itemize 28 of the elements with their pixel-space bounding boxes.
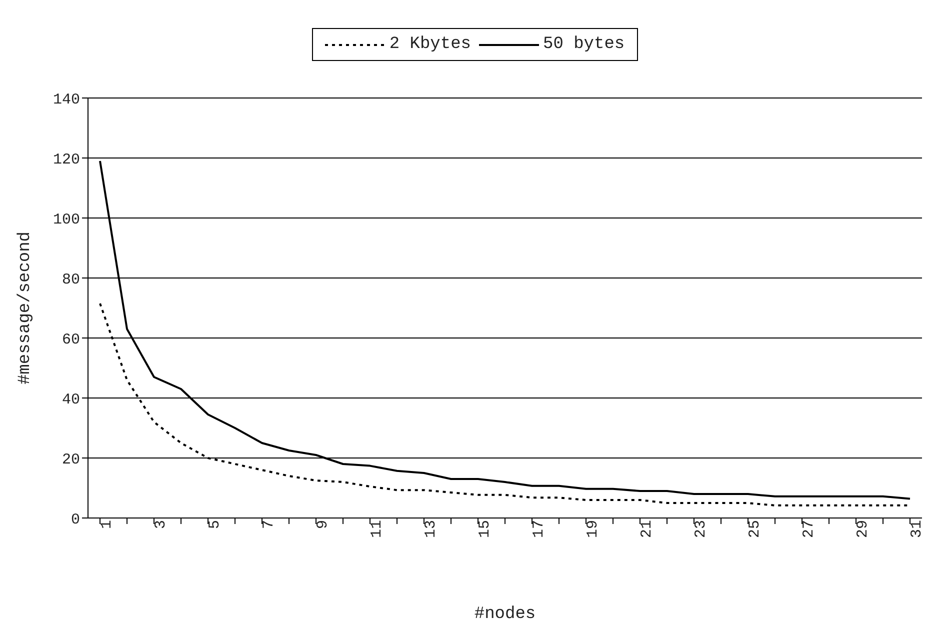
y-tick-label: 0 (70, 511, 80, 528)
x-tick-label: 17 (530, 520, 548, 538)
x-tick-label: 21 (638, 520, 656, 538)
y-tick-label: 80 (62, 271, 80, 288)
x-tick-label: 25 (746, 520, 764, 538)
x-tick-label: 11 (368, 520, 386, 538)
x-tick-label: 3 (152, 520, 170, 530)
x-tick-label: 9 (314, 520, 332, 530)
y-tick-label: 100 (52, 211, 80, 228)
x-tick-label: 13 (422, 520, 440, 538)
x-tick-label: 7 (260, 520, 278, 530)
y-tick-label: 60 (62, 331, 80, 348)
x-tick-label: 5 (206, 520, 224, 530)
x-tick-label: 1 (98, 520, 116, 530)
x-tick-label: 27 (800, 520, 818, 538)
y-tick-label: 120 (52, 151, 80, 168)
legend-label: 2 Kbytes (389, 35, 471, 54)
x-tick-label: 19 (584, 520, 602, 538)
x-tick-label: 31 (908, 520, 926, 538)
y-tick-label: 140 (52, 91, 80, 108)
x-axis-title: #nodes (474, 605, 536, 624)
y-tick-label: 20 (62, 451, 80, 468)
y-axis-title: #message/second (16, 231, 36, 385)
x-tick-label: 23 (692, 520, 710, 538)
legend-label: 50 bytes (543, 35, 625, 54)
x-tick-label: 15 (476, 520, 494, 538)
y-tick-label: 40 (62, 391, 80, 408)
x-tick-label: 29 (854, 520, 872, 538)
